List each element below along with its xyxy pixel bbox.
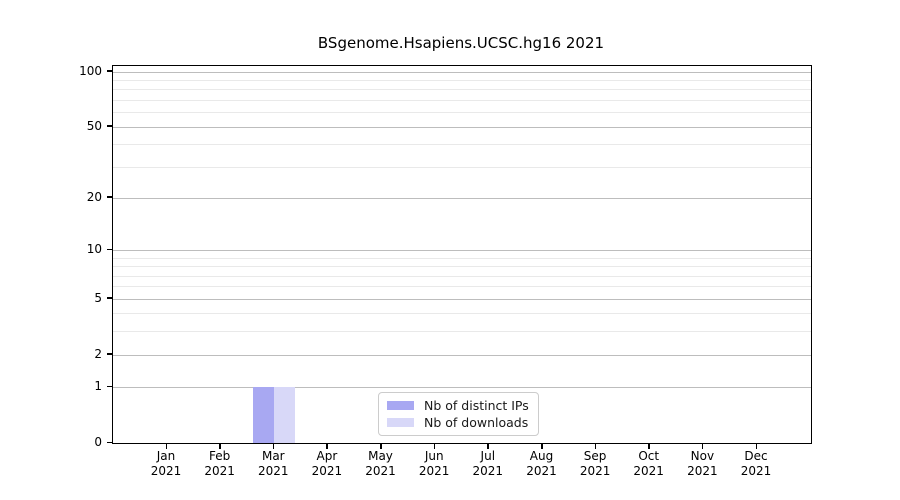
gridline-y-10 [113,250,811,251]
gridline-y-20 [113,197,811,199]
legend-label-0: Nb of distinct IPs [424,398,529,413]
x-tick-11 [755,443,757,449]
gridline-y-50 [113,126,811,128]
x-tick-month: Oct [638,449,660,463]
x-tick-7 [541,443,543,449]
x-tick-year: 2021 [472,464,504,478]
x-tick-8 [594,443,597,449]
y-tick-1 [107,385,112,388]
legend-swatch-0 [387,401,414,410]
y-tick-label-1: 1 [94,379,102,394]
legend: Nb of distinct IPs Nb of downloads [378,392,539,436]
x-tick-label-6: Jul 2021 [456,449,520,479]
y-tick-label-20: 20 [86,189,102,204]
gridline-y-5 [113,298,811,300]
gridline-y-7 [113,275,811,277]
gridline-y-6 [113,286,811,288]
gridline-y-2 [113,354,811,356]
x-tick-year: 2021 [740,464,772,478]
y-tick-5 [107,297,112,299]
x-tick-4 [380,443,382,449]
x-tick-5 [433,443,436,449]
gridline-y-30 [113,166,811,168]
x-tick-3 [326,443,328,449]
y-tick-10 [107,248,112,250]
x-tick-month: May [368,449,393,463]
x-tick-label-8: Sep 2021 [563,449,627,479]
x-tick-year: 2021 [687,464,718,478]
gridline-y-60 [113,112,811,114]
y-tick-label-100: 100 [79,63,102,78]
legend-swatch-1 [387,418,414,427]
legend-label-1: Nb of downloads [424,415,529,430]
gridline-y-70 [113,99,811,101]
plot-area [112,65,812,444]
x-tick-year: 2021 [311,464,343,478]
bar-nb-of-distinct-ips-2 [253,387,275,443]
y-tick-50 [107,125,112,127]
gridline-y-40 [113,144,811,146]
gridline-y-3 [113,331,811,333]
x-tick-10 [701,443,704,449]
x-tick-month: Dec [744,449,768,463]
x-tick-year: 2021 [633,464,664,478]
x-tick-label-2: Mar 2021 [241,449,305,479]
y-tick-20 [107,196,112,198]
x-tick-label-9: Oct 2021 [617,449,681,479]
legend-entry-0: Nb of distinct IPs [387,398,529,413]
x-tick-6 [487,443,489,449]
x-tick-9 [648,443,650,449]
x-tick-month: Sep [583,449,607,463]
y-tick-label-50: 50 [86,118,102,133]
y-tick-0 [107,441,112,443]
x-tick-year: 2021 [418,464,450,478]
x-tick-month: Jun [424,449,444,463]
gridline-y-90 [113,79,811,81]
x-tick-month: Jan [156,449,176,463]
x-tick-month: Apr [316,449,338,463]
x-tick-label-0: Jan 2021 [134,449,198,479]
x-tick-label-3: Apr 2021 [295,449,359,479]
y-tick-2 [107,353,112,355]
x-tick-label-7: Aug 2021 [510,449,574,479]
gridline-y-4 [113,313,811,315]
chart-title: BSgenome.Hsapiens.UCSC.hg16 2021 [317,34,605,52]
x-tick-month: Aug [529,449,554,463]
x-tick-year: 2021 [258,464,289,478]
x-tick-month: Nov [690,449,715,463]
x-tick-label-10: Nov 2021 [670,449,734,479]
x-tick-year: 2021 [204,464,235,478]
gridline-y-8 [113,266,811,268]
gridline-y-80 [113,89,811,91]
y-tick-100 [107,70,112,72]
x-tick-0 [165,443,167,449]
x-tick-label-11: Dec 2021 [724,449,788,479]
x-tick-month: Feb [208,449,231,463]
gridline-y-1 [113,387,811,389]
x-tick-label-1: Feb 2021 [188,449,252,479]
x-tick-month: Jul [480,449,496,463]
y-tick-label-0: 0 [94,435,102,449]
y-tick-label-10: 10 [86,242,102,256]
x-tick-year: 2021 [365,464,396,478]
y-tick-label-2: 2 [94,346,102,361]
gridline-y-9 [113,257,811,259]
x-tick-year: 2021 [579,464,611,478]
x-tick-month: Mar [261,449,285,463]
x-tick-year: 2021 [150,464,182,478]
gridline-y-100 [113,71,811,73]
legend-entry-1: Nb of downloads [387,415,529,430]
x-tick-year: 2021 [526,464,557,478]
x-tick-label-4: May 2021 [349,449,413,479]
x-tick-1 [219,443,221,449]
x-tick-label-5: Jun 2021 [402,449,466,479]
x-tick-2 [272,443,275,449]
y-tick-label-5: 5 [94,290,102,305]
bar-nb-of-downloads-2 [274,387,296,443]
